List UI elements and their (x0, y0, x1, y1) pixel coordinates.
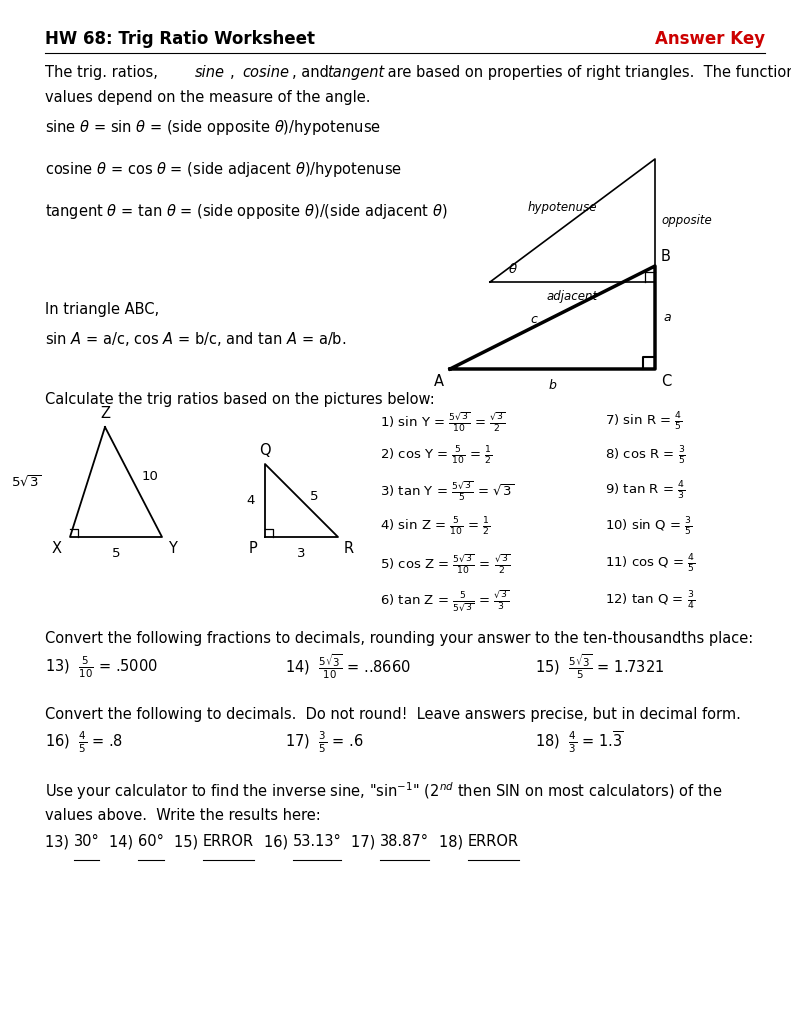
Text: 13)  $\frac{5}{10}$ = .5000: 13) $\frac{5}{10}$ = .5000 (45, 654, 158, 680)
Text: The trig. ratios,: The trig. ratios, (45, 65, 162, 80)
Text: 60°: 60° (138, 835, 164, 850)
Text: P: P (248, 541, 257, 556)
Text: , and: , and (292, 65, 334, 80)
Text: 4: 4 (247, 494, 255, 507)
Text: a: a (663, 311, 671, 324)
Text: 3) tan Y = $\frac{5\sqrt{3}}{5}$ = $\sqrt{3}$: 3) tan Y = $\frac{5\sqrt{3}}{5}$ = $\sqr… (380, 479, 515, 503)
Text: values above.  Write the results here:: values above. Write the results here: (45, 808, 320, 823)
Text: Y: Y (168, 541, 177, 556)
Text: tangent: tangent (327, 65, 384, 80)
Text: 15)  $\frac{5\sqrt{3}}{5}$ = 1.7321: 15) $\frac{5\sqrt{3}}{5}$ = 1.7321 (535, 652, 664, 681)
Text: 38.87°: 38.87° (380, 835, 430, 850)
Text: 18): 18) (439, 835, 468, 850)
Text: Z: Z (100, 406, 110, 421)
Text: hypotenuse: hypotenuse (528, 201, 597, 213)
Text: 11) cos Q = $\frac{4}{5}$: 11) cos Q = $\frac{4}{5}$ (605, 553, 695, 575)
Text: adjacent: adjacent (547, 290, 598, 303)
Text: Use your calculator to find the inverse sine, "sin$^{-1}$" (2$^{nd}$ then SIN on: Use your calculator to find the inverse … (45, 780, 722, 802)
Text: HW 68: Trig Ratio Worksheet: HW 68: Trig Ratio Worksheet (45, 30, 315, 48)
Text: 15): 15) (174, 835, 202, 850)
Text: 53.13°: 53.13° (293, 835, 342, 850)
Text: 14)  $\frac{5\sqrt{3}}{10}$ = ..8660: 14) $\frac{5\sqrt{3}}{10}$ = ..8660 (285, 652, 411, 681)
Text: 16)  $\frac{4}{5}$ = .8: 16) $\frac{4}{5}$ = .8 (45, 729, 123, 755)
Text: 17)  $\frac{3}{5}$ = .6: 17) $\frac{3}{5}$ = .6 (285, 729, 364, 755)
Text: Convert the following fractions to decimals, rounding your answer to the ten-tho: Convert the following fractions to decim… (45, 631, 753, 646)
Text: 14): 14) (109, 835, 138, 850)
Text: 12) tan Q = $\frac{3}{4}$: 12) tan Q = $\frac{3}{4}$ (605, 590, 695, 612)
Text: 7) sin R = $\frac{4}{5}$: 7) sin R = $\frac{4}{5}$ (605, 411, 683, 433)
Text: In triangle ABC,: In triangle ABC, (45, 302, 159, 317)
Text: 17): 17) (351, 835, 380, 850)
Text: B: B (661, 249, 671, 264)
Text: cosine $\theta$ = cos $\theta$ = (side adjacent $\theta$)/hypotenuse: cosine $\theta$ = cos $\theta$ = (side a… (45, 160, 402, 179)
Text: $5\sqrt{3}$: $5\sqrt{3}$ (11, 474, 42, 489)
Text: opposite: opposite (661, 214, 712, 227)
Text: 9) tan R = $\frac{4}{3}$: 9) tan R = $\frac{4}{3}$ (605, 480, 685, 502)
Text: Convert the following to decimals.  Do not round!  Leave answers precise, but in: Convert the following to decimals. Do no… (45, 707, 741, 722)
Text: 16): 16) (264, 835, 293, 850)
Text: ,: , (230, 65, 239, 80)
Text: 5: 5 (112, 547, 120, 560)
Text: Calculate the trig ratios based on the pictures below:: Calculate the trig ratios based on the p… (45, 392, 435, 407)
Text: 6) tan Z = $\frac{5}{5\sqrt{3}}$ = $\frac{\sqrt{3}}{3}$: 6) tan Z = $\frac{5}{5\sqrt{3}}$ = $\fra… (380, 589, 509, 613)
Text: Answer Key: Answer Key (655, 30, 765, 48)
Text: $\theta$: $\theta$ (508, 262, 518, 276)
Text: ERROR: ERROR (468, 835, 519, 850)
Text: 18)  $\frac{4}{3}$ = 1.$\overline{3}$: 18) $\frac{4}{3}$ = 1.$\overline{3}$ (535, 729, 624, 755)
Text: 3: 3 (297, 547, 306, 560)
Text: ERROR: ERROR (202, 835, 254, 850)
Text: 2) cos Y = $\frac{5}{10}$ = $\frac{1}{2}$: 2) cos Y = $\frac{5}{10}$ = $\frac{1}{2}… (380, 445, 493, 467)
Text: Q: Q (259, 443, 271, 458)
Text: are based on properties of right triangles.  The function: are based on properties of right triangl… (383, 65, 791, 80)
Text: 4) sin Z = $\frac{5}{10}$ = $\frac{1}{2}$: 4) sin Z = $\frac{5}{10}$ = $\frac{1}{2}… (380, 516, 490, 538)
Text: 1) sin Y = $\frac{5\sqrt{3}}{10}$ = $\frac{\sqrt{3}}{2}$: 1) sin Y = $\frac{5\sqrt{3}}{10}$ = $\fr… (380, 411, 506, 434)
Text: 30°: 30° (74, 835, 100, 850)
Text: 13): 13) (45, 835, 74, 850)
Text: cosine: cosine (242, 65, 289, 80)
Text: C: C (661, 374, 672, 389)
Text: R: R (344, 541, 354, 556)
Text: tangent $\theta$ = tan $\theta$ = (side opposite $\theta$)/(side adjacent $\thet: tangent $\theta$ = tan $\theta$ = (side … (45, 202, 448, 221)
Text: sin $A$ = a/c, cos $A$ = b/c, and tan $A$ = a/b.: sin $A$ = a/c, cos $A$ = b/c, and tan $A… (45, 330, 346, 348)
Text: sine: sine (195, 65, 225, 80)
Text: 10: 10 (142, 470, 158, 483)
Text: 8) cos R = $\frac{3}{5}$: 8) cos R = $\frac{3}{5}$ (605, 445, 686, 467)
Text: 10) sin Q = $\frac{3}{5}$: 10) sin Q = $\frac{3}{5}$ (605, 516, 692, 538)
Text: values depend on the measure of the angle.: values depend on the measure of the angl… (45, 90, 370, 105)
Text: 5: 5 (309, 490, 318, 503)
Text: c: c (531, 312, 538, 326)
Text: b: b (549, 379, 556, 392)
Text: sine $\theta$ = sin $\theta$ = (side opposite $\theta$)/hypotenuse: sine $\theta$ = sin $\theta$ = (side opp… (45, 118, 381, 137)
Text: X: X (52, 541, 62, 556)
Text: 5) cos Z = $\frac{5\sqrt{3}}{10}$ = $\frac{\sqrt{3}}{2}$: 5) cos Z = $\frac{5\sqrt{3}}{10}$ = $\fr… (380, 552, 510, 575)
Text: A: A (434, 374, 444, 389)
